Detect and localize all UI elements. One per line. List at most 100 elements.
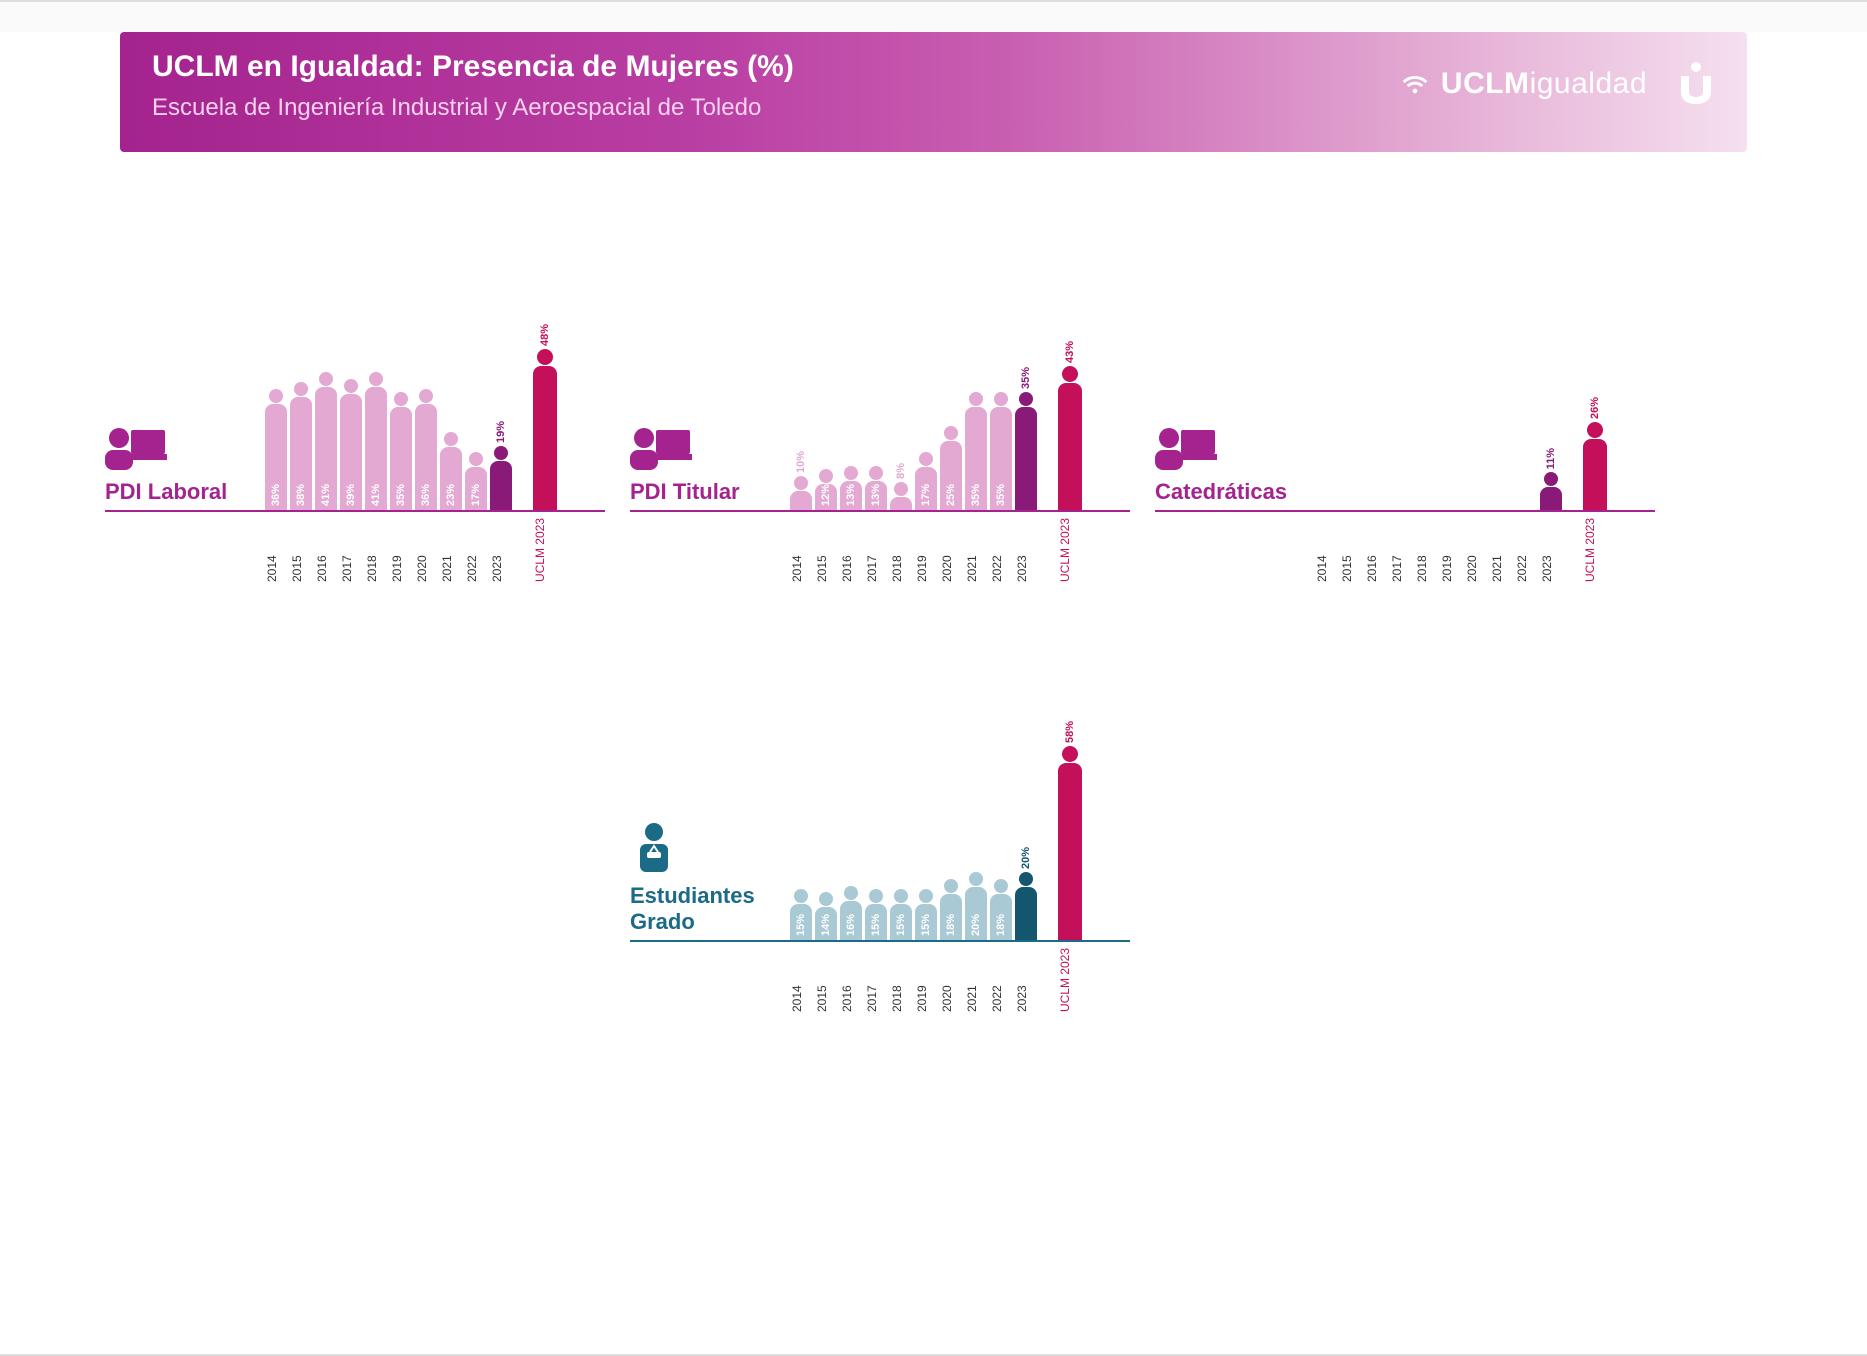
student-icon xyxy=(630,822,778,879)
axis-year: 2022 xyxy=(990,948,1012,1012)
bar-year xyxy=(1465,312,1487,510)
bar-year xyxy=(1490,312,1512,510)
bar-year xyxy=(1315,312,1337,510)
bar-value: 48% xyxy=(539,324,551,346)
axis-year: 2016 xyxy=(315,518,337,582)
bar-value: 36% xyxy=(270,484,282,506)
bar-year: 36% xyxy=(265,312,287,510)
axis-year: 2021 xyxy=(440,518,462,582)
bar-year: 18% xyxy=(940,742,962,940)
bar-value: 36% xyxy=(420,484,432,506)
chart-label-col: Catedráticas xyxy=(1155,426,1315,510)
wifi-icon xyxy=(1401,70,1429,98)
bar-year: 35% xyxy=(965,312,987,510)
axis-year: 2016 xyxy=(840,518,862,582)
bar-year: 23% xyxy=(440,312,462,510)
chart-label-col: EstudiantesGrado xyxy=(630,822,790,940)
bar-value: 12% xyxy=(820,484,832,506)
axis-year: 2020 xyxy=(940,518,962,582)
bar-value: 15% xyxy=(795,914,807,936)
chart-body: PDI Laboral36%38%41%39%41%35%36%23%17%19… xyxy=(105,312,605,512)
bar-year: 15% xyxy=(790,742,812,940)
bars: 10%12%13%13%8%17%25%35%35%35%43% xyxy=(790,312,1082,510)
bar-year xyxy=(1340,312,1362,510)
bar-year: 10% xyxy=(790,312,812,510)
bar-year: 15% xyxy=(915,742,937,940)
bar-value: 35% xyxy=(1020,367,1032,389)
axis-year: 2023 xyxy=(1015,948,1037,1012)
bar-year: 35% xyxy=(990,312,1012,510)
axis-year: 2023 xyxy=(490,518,512,582)
bar-year: 36% xyxy=(415,312,437,510)
axis-year: 2020 xyxy=(1465,518,1487,582)
axis-year: 2019 xyxy=(915,948,937,1012)
axis-labels: 2014201520162017201820192020202120222023… xyxy=(1155,518,1655,582)
brand-block: UCLMigualdad xyxy=(1401,62,1715,106)
chart-pdi-titular: PDI Titular10%12%13%13%8%17%25%35%35%35%… xyxy=(630,312,1130,582)
bar-uclm: 48% xyxy=(533,312,557,510)
bar-value: 15% xyxy=(870,914,882,936)
bar-year: 39% xyxy=(340,312,362,510)
bar-year: 13% xyxy=(840,312,862,510)
bars: 36%38%41%39%41%35%36%23%17%19%48% xyxy=(265,312,557,510)
axis-year: 2022 xyxy=(990,518,1012,582)
bar-value: 19% xyxy=(495,421,507,443)
axis-year: 2016 xyxy=(840,948,862,1012)
chart-body: EstudiantesGrado15%14%16%15%15%15%18%20%… xyxy=(630,742,1130,942)
bar-value: 38% xyxy=(295,484,307,506)
bar-uclm: 43% xyxy=(1058,312,1082,510)
chart-label-col: PDI Laboral xyxy=(105,426,265,510)
bar-value: 18% xyxy=(995,914,1007,936)
axis-year: 2018 xyxy=(890,948,912,1012)
bar-value: 26% xyxy=(1589,397,1601,419)
bar-value: 41% xyxy=(370,484,382,506)
axis-year: 2018 xyxy=(365,518,387,582)
axis-year: 2015 xyxy=(815,948,837,1012)
axis-year: 2019 xyxy=(915,518,937,582)
chart-pdi-laboral: PDI Laboral36%38%41%39%41%35%36%23%17%19… xyxy=(105,312,605,582)
axis-year: 2018 xyxy=(1415,518,1437,582)
bar-value: 58% xyxy=(1064,721,1076,743)
chart-title: PDI Laboral xyxy=(105,479,253,504)
axis-year: 2015 xyxy=(1340,518,1362,582)
bar-year: 41% xyxy=(315,312,337,510)
bar-year: 35% xyxy=(390,312,412,510)
bar-year: 38% xyxy=(290,312,312,510)
bar-year: 20% xyxy=(1015,742,1037,940)
brand-text: UCLMigualdad xyxy=(1441,67,1647,101)
page-title: UCLM en Igualdad: Presencia de Mujeres (… xyxy=(152,50,794,84)
axis-year: 2018 xyxy=(890,518,912,582)
axis-uclm: UCLM 2023 xyxy=(533,518,557,582)
axis-year: 2017 xyxy=(865,948,887,1012)
bar-year xyxy=(1515,312,1537,510)
bar-value: 43% xyxy=(1064,341,1076,363)
bar-uclm: 26% xyxy=(1583,312,1607,510)
bar-year: 15% xyxy=(865,742,887,940)
bar-value: 23% xyxy=(445,484,457,506)
bar-value: 35% xyxy=(995,484,1007,506)
bar-value: 17% xyxy=(470,484,482,506)
bar-year: 14% xyxy=(815,742,837,940)
axis-year: 2014 xyxy=(1315,518,1337,582)
bar-year: 20% xyxy=(965,742,987,940)
axis-uclm: UCLM 2023 xyxy=(1058,518,1082,582)
chart-title: EstudiantesGrado xyxy=(630,883,778,934)
bar-year: 15% xyxy=(890,742,912,940)
chart-body: Catedráticas11%26% xyxy=(1155,312,1655,512)
header-banner: UCLM en Igualdad: Presencia de Mujeres (… xyxy=(120,32,1747,152)
axis-year: 2014 xyxy=(790,518,812,582)
bar-value: 25% xyxy=(945,484,957,506)
axis-uclm: UCLM 2023 xyxy=(1058,948,1082,1012)
axis-year: 2020 xyxy=(415,518,437,582)
brand-u-icon xyxy=(1677,62,1715,106)
axis-year: 2015 xyxy=(290,518,312,582)
axis-year: 2021 xyxy=(1490,518,1512,582)
axis-year: 2017 xyxy=(1390,518,1412,582)
chart-body: PDI Titular10%12%13%13%8%17%25%35%35%35%… xyxy=(630,312,1130,512)
bar-value: 13% xyxy=(845,484,857,506)
axis-labels: 2014201520162017201820192020202120222023… xyxy=(630,518,1130,582)
axis-year: 2017 xyxy=(340,518,362,582)
canvas: UCLM en Igualdad: Presencia de Mujeres (… xyxy=(0,32,1867,1354)
bar-value: 20% xyxy=(1020,847,1032,869)
bar-value: 18% xyxy=(945,914,957,936)
